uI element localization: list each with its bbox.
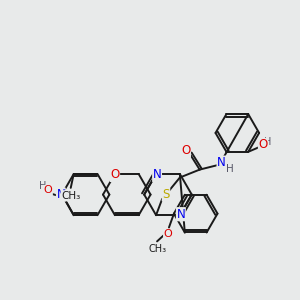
Text: CH₃: CH₃: [61, 191, 80, 201]
Text: O: O: [164, 230, 172, 239]
Text: O: O: [259, 138, 268, 152]
Text: O: O: [110, 169, 119, 182]
Text: H: H: [264, 137, 272, 147]
Text: N: N: [217, 156, 226, 169]
Text: H: H: [226, 164, 233, 174]
Text: N: N: [176, 208, 185, 221]
Text: CH₃: CH₃: [148, 244, 166, 254]
Text: O: O: [181, 144, 190, 157]
Text: H: H: [39, 182, 47, 191]
Text: O: O: [44, 185, 52, 195]
Text: N: N: [153, 169, 161, 182]
Text: S: S: [162, 188, 170, 201]
Text: N: N: [56, 188, 65, 201]
